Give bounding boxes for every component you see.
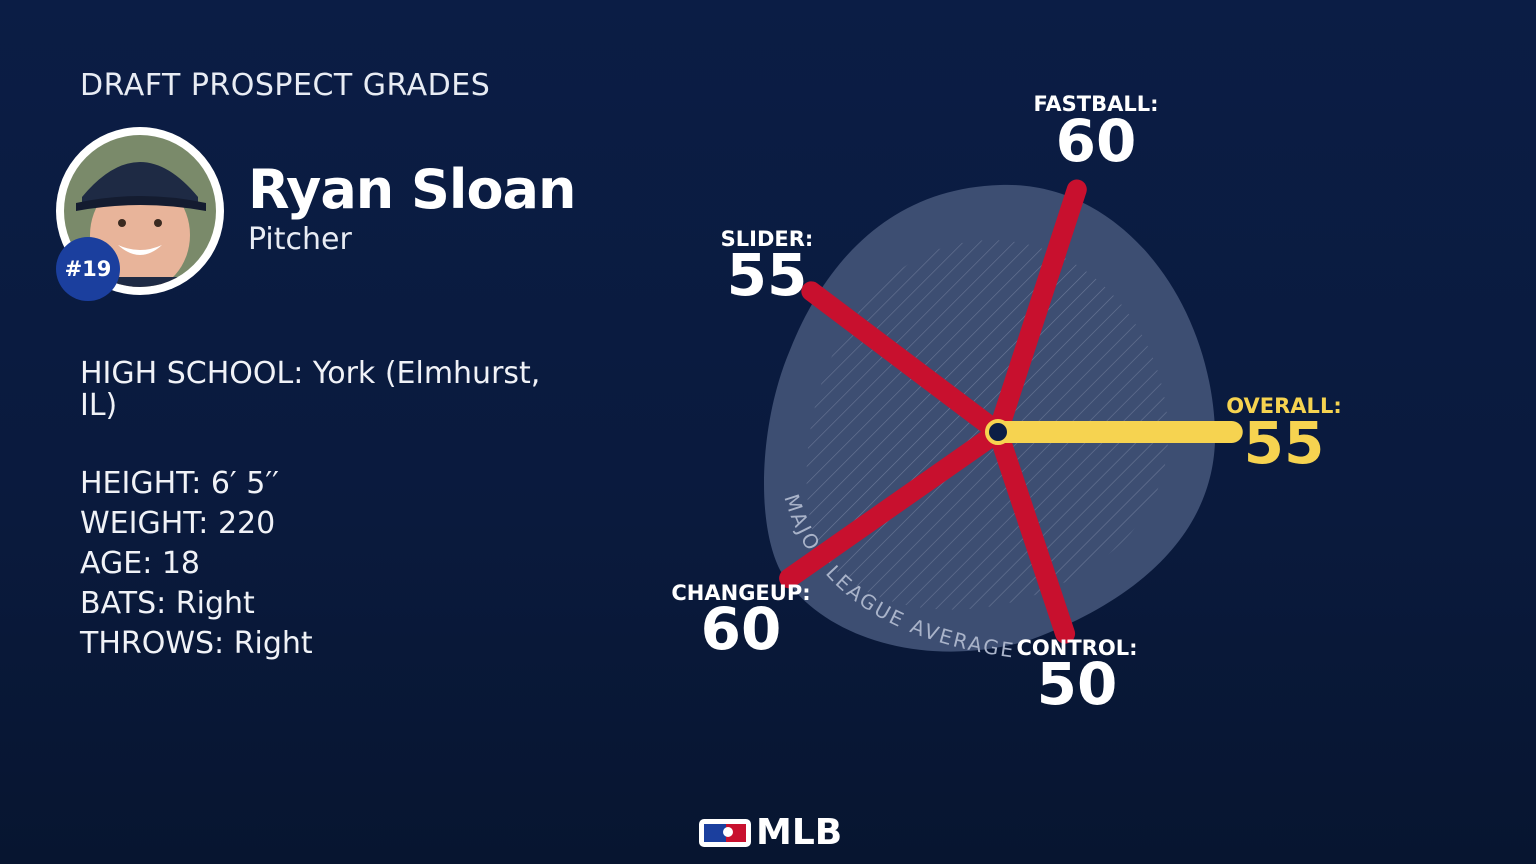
category-label: CHANGEUP:: [671, 581, 810, 605]
spoke: [779, 422, 1008, 589]
center: [985, 419, 1011, 445]
value-label: 60: [701, 595, 782, 663]
detail-line: HEIGHT: 6′ 5′′: [80, 466, 279, 501]
rank-badge: #19: [56, 237, 120, 301]
logo-text: MLB: [756, 812, 843, 853]
detail-line: WEIGHT: 220: [80, 506, 276, 541]
player-name: Ryan Sloan: [248, 158, 576, 221]
category-label: OVERALL:: [1226, 394, 1341, 418]
category-label: CONTROL:: [1017, 636, 1138, 660]
value-label: 50: [1037, 650, 1118, 718]
spoke: [988, 179, 1087, 442]
logo: MLB: [698, 812, 842, 853]
title: DRAFT PROSPECT GRADES: [80, 68, 491, 103]
category-label: SLIDER:: [721, 227, 814, 251]
detail-line: BATS: Right: [80, 586, 255, 621]
category-label: FASTBALL:: [1033, 92, 1158, 116]
spoke: [801, 281, 1008, 442]
value-label: 60: [1056, 107, 1137, 175]
details: HIGH SCHOOL: York (Elmhurst, IL) HEIGHT: …: [80, 358, 570, 664]
detail-line: THROWS: Right: [80, 626, 313, 661]
logo-mark: [699, 818, 751, 847]
value-label: 55: [1244, 409, 1325, 477]
value-label: 55: [727, 241, 808, 309]
player-position: Pitcher: [248, 222, 352, 257]
detail-line: HIGH SCHOOL: York (Elmhurst, IL): [80, 356, 541, 423]
detail-line: AGE: 18: [80, 546, 201, 581]
spoke: [988, 422, 1076, 644]
